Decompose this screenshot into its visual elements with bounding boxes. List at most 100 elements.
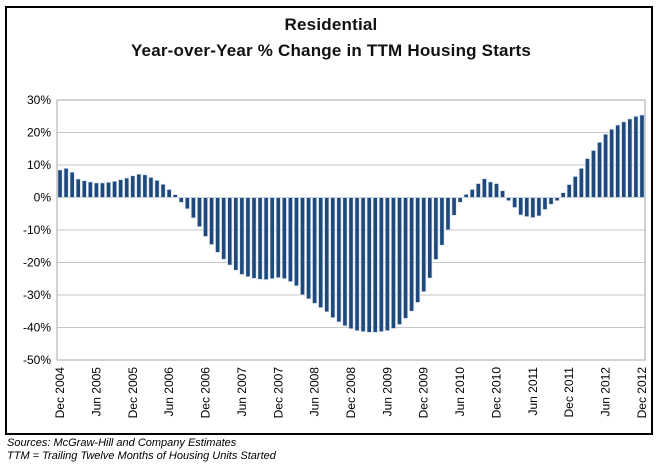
- bar: [136, 173, 142, 198]
- bar: [360, 197, 366, 333]
- bar: [633, 115, 639, 198]
- bar: [560, 192, 566, 198]
- bar: [481, 178, 487, 198]
- x-tick-label: Jun 2009: [380, 367, 394, 417]
- y-tick-label: 0%: [34, 191, 52, 205]
- x-tick-label: Jun 2005: [89, 367, 103, 417]
- bar: [578, 167, 584, 198]
- x-tick-label: Jun 2010: [453, 367, 467, 417]
- x-tick-label: Dec 2006: [199, 367, 213, 419]
- y-tick-label: 30%: [27, 93, 51, 107]
- bar: [518, 197, 524, 216]
- ttm-definition-line: TTM = Trailing Twelve Months of Housing …: [7, 449, 276, 462]
- bar: [524, 197, 530, 218]
- bar: [172, 194, 178, 198]
- bar: [506, 197, 512, 202]
- bar: [469, 189, 475, 198]
- x-tick-label: Jun 2006: [162, 367, 176, 417]
- bar: [105, 181, 112, 198]
- bar: [215, 197, 221, 253]
- bar: [196, 197, 203, 228]
- bar: [499, 190, 506, 198]
- bar: [69, 171, 75, 198]
- bar: [184, 197, 190, 210]
- bar: [487, 181, 493, 198]
- x-tick-label: Dec 2011: [562, 367, 576, 418]
- bar: [275, 197, 281, 279]
- bar: [269, 197, 275, 280]
- bar: [81, 180, 87, 198]
- chart-title-line1: Residential: [284, 15, 378, 34]
- bar: [427, 197, 433, 279]
- x-tick-label: Dec 2004: [53, 367, 67, 419]
- bar: [475, 183, 481, 198]
- bar: [221, 197, 227, 260]
- bar: [378, 197, 384, 333]
- bar: [299, 197, 306, 296]
- bar: [227, 197, 233, 266]
- bar: [209, 197, 215, 245]
- bar: [584, 158, 590, 198]
- x-tick-label: Jun 2011: [526, 367, 540, 416]
- bar: [148, 176, 154, 198]
- bar: [263, 197, 269, 281]
- bar: [554, 197, 560, 202]
- bar: [239, 197, 245, 275]
- x-tick-label: Jun 2012: [599, 367, 613, 417]
- bar: [257, 197, 263, 280]
- bar: [75, 178, 81, 198]
- bar: [596, 141, 603, 198]
- bar: [627, 118, 633, 198]
- bar: [615, 124, 621, 198]
- bar: [154, 179, 160, 198]
- bar: [324, 197, 330, 313]
- bar: [366, 197, 372, 333]
- bar: [493, 183, 500, 198]
- bar: [318, 197, 324, 309]
- bar: [548, 197, 554, 205]
- bar: [233, 197, 239, 271]
- bar: [57, 169, 63, 198]
- bar: [590, 150, 597, 198]
- bar: [372, 197, 378, 333]
- x-tick-label: Dec 2010: [489, 367, 503, 419]
- x-tick-label: Jun 2007: [235, 367, 249, 417]
- source-note: Sources: McGraw-Hill and Company Estimat…: [7, 437, 276, 462]
- y-tick-label: -10%: [23, 223, 51, 237]
- bar: [251, 197, 257, 279]
- bar: [312, 197, 318, 304]
- bar: [390, 197, 396, 329]
- bar: [402, 197, 409, 319]
- bar: [287, 197, 293, 283]
- x-tick-label: Jun 2008: [308, 367, 322, 417]
- bar: [166, 189, 172, 198]
- bar: [639, 114, 645, 198]
- bar: [118, 179, 124, 198]
- y-tick-label: -40%: [23, 321, 51, 335]
- bar: [536, 197, 542, 217]
- bar: [293, 197, 300, 287]
- x-tick-label: Dec 2005: [126, 367, 140, 419]
- bar: [348, 197, 354, 330]
- chart-title: Residential Year-over-Year % Change in T…: [0, 12, 662, 64]
- bar: [445, 197, 451, 231]
- x-tick-label: Dec 2007: [271, 367, 285, 419]
- bar: [439, 197, 445, 246]
- x-tick-label: Dec 2009: [417, 367, 431, 419]
- bar: [190, 197, 196, 219]
- bar: [415, 197, 421, 303]
- plot-border: [56, 99, 646, 361]
- bar: [566, 184, 572, 198]
- bar: [112, 180, 118, 198]
- y-tick-label: -20%: [23, 256, 51, 270]
- bar: [421, 197, 427, 293]
- bar: [433, 197, 439, 260]
- bar: [306, 197, 312, 300]
- bar: [457, 197, 463, 203]
- bar: [572, 176, 578, 198]
- bar: [451, 197, 457, 216]
- bar: [130, 175, 136, 198]
- bar: [396, 197, 403, 325]
